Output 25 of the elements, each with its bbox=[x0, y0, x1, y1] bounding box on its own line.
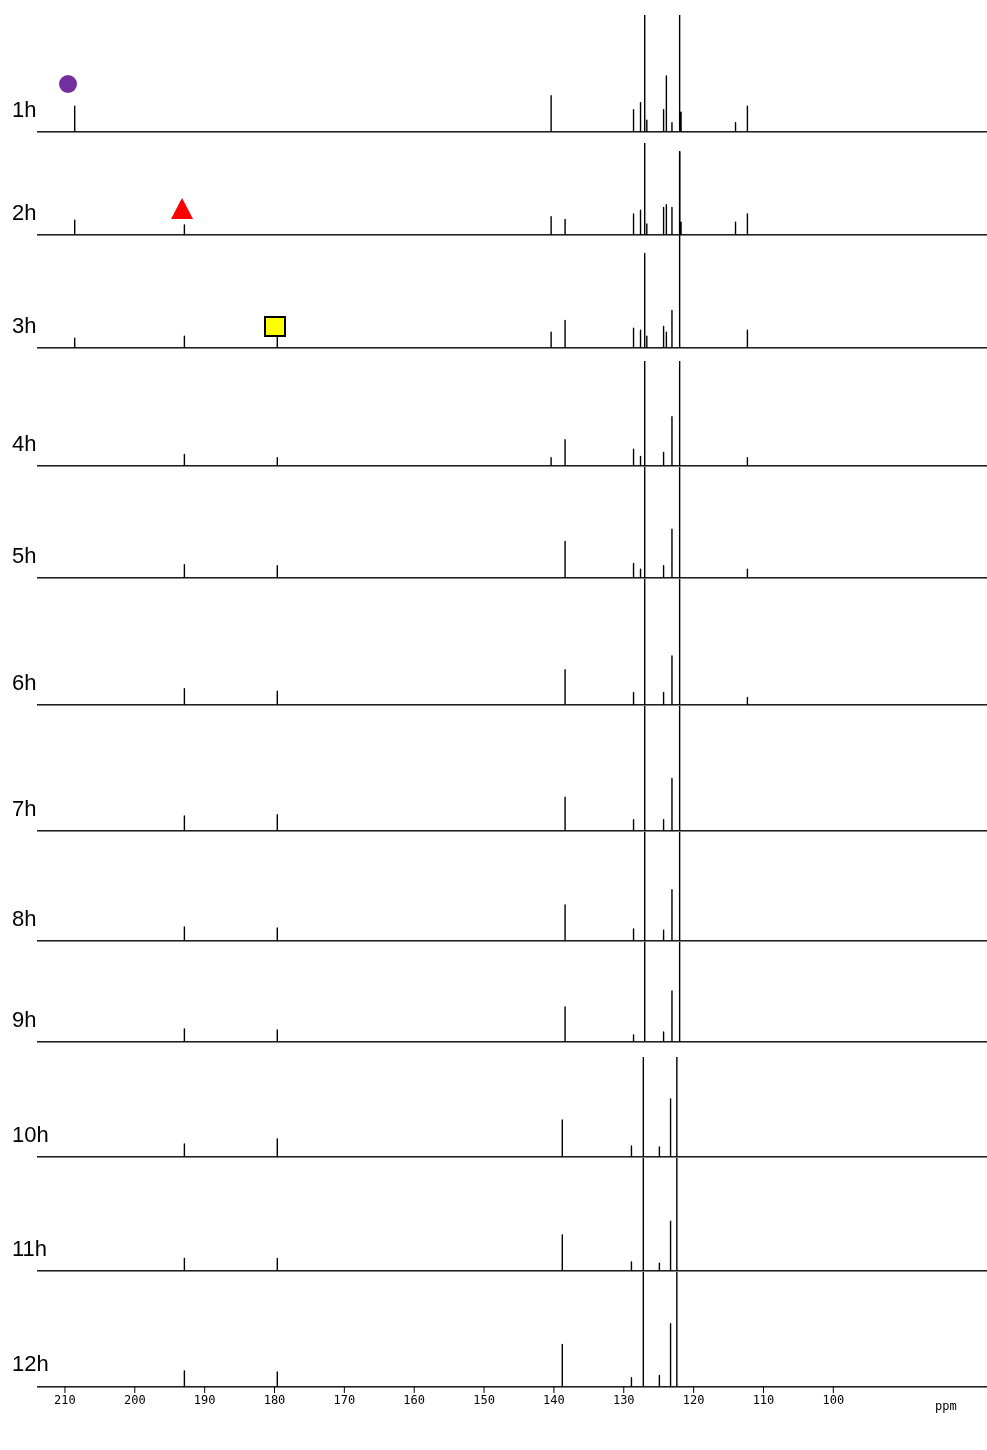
text: 5h bbox=[12, 543, 37, 569]
x-tick-label: 180 bbox=[263, 1392, 286, 1407]
x-tick-label: 200 bbox=[123, 1392, 146, 1407]
x-tick-label: 110 bbox=[752, 1392, 775, 1407]
text: 11h bbox=[12, 1236, 48, 1262]
x-tick-label: 130 bbox=[612, 1392, 635, 1407]
x-tick-label: 120 bbox=[682, 1392, 705, 1407]
x-tick-label: 190 bbox=[193, 1392, 216, 1407]
x-axis-title: ppm bbox=[935, 1399, 957, 1413]
x-tick-label: 170 bbox=[333, 1392, 356, 1407]
x-tick-label: 210 bbox=[54, 1392, 76, 1407]
text: 6h bbox=[12, 670, 37, 696]
text: 1h bbox=[12, 97, 37, 123]
x-tick-label: 140 bbox=[543, 1392, 565, 1407]
text: 7h bbox=[12, 796, 37, 822]
text: 12h bbox=[12, 1351, 49, 1377]
text: 9h bbox=[12, 1007, 37, 1033]
text: 4h bbox=[12, 431, 37, 457]
x-tick-label: 160 bbox=[403, 1392, 426, 1407]
text: 10h bbox=[12, 1122, 49, 1148]
x-tick-label: 150 bbox=[473, 1392, 495, 1407]
text: 2h bbox=[12, 200, 37, 226]
text: 8h bbox=[12, 906, 37, 932]
text: 3h bbox=[12, 313, 37, 339]
x-tick-label: 100 bbox=[822, 1392, 845, 1407]
